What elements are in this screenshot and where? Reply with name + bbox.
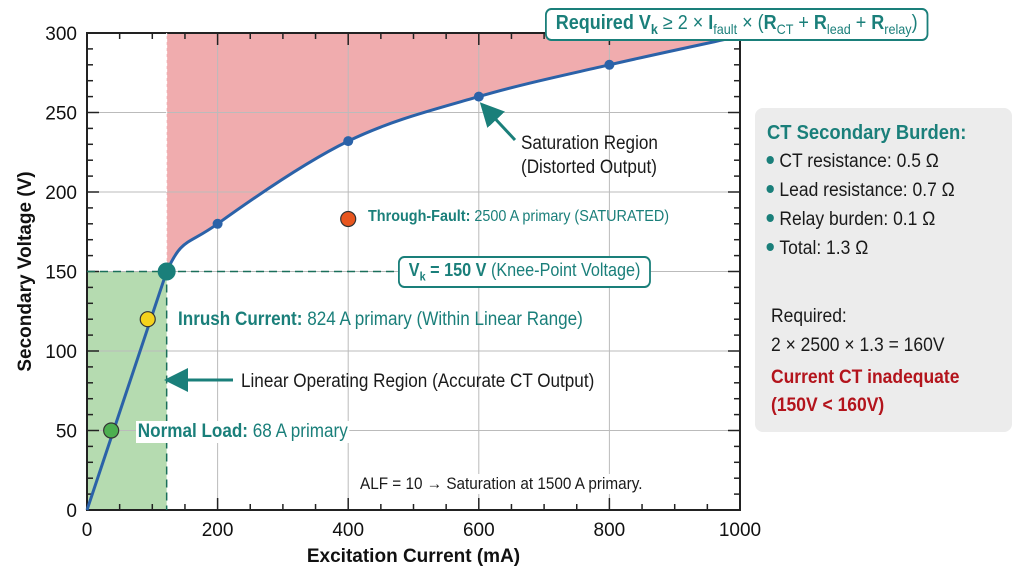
y-tick-label: 50 xyxy=(56,422,77,443)
y-tick-label: 200 xyxy=(45,183,77,204)
inrush-marker xyxy=(139,311,156,328)
y-tick-label: 0 xyxy=(66,501,77,522)
bullet-icon xyxy=(766,185,774,193)
x-tick-label: 0 xyxy=(82,520,93,541)
required-vk-formula: Required Vk ≥ 2 × Ifault × (RCT + Rlead … xyxy=(545,8,929,41)
required-label: Required: xyxy=(771,306,847,327)
y-tick-label: 250 xyxy=(45,104,77,125)
alf-note: ALF = 10 → Saturation at 1500 A primary. xyxy=(360,474,643,494)
y-tick-label: 150 xyxy=(45,263,77,284)
saturation-arrow-icon xyxy=(479,102,517,142)
burden-item: CT resistance: 0.5 Ω xyxy=(761,151,939,173)
curve-marker xyxy=(473,91,484,102)
x-tick-label: 600 xyxy=(463,520,495,541)
inrush-label: Inrush Current: 824 A primary (Within Li… xyxy=(178,309,583,330)
burden-item: Lead resistance: 0.7 Ω xyxy=(761,180,955,202)
bullet-icon xyxy=(766,243,774,251)
curve-marker xyxy=(604,59,615,70)
required-calc: 2 × 2500 × 1.3 = 160V xyxy=(771,335,945,356)
through-fault-marker xyxy=(340,210,357,228)
y-tick-label: 100 xyxy=(45,342,77,363)
burden-item: Total: 1.3 Ω xyxy=(761,238,868,260)
normal-load-marker xyxy=(103,422,120,439)
y-axis-label: Secondary Voltage (V) xyxy=(15,171,36,371)
linear-region-label: Linear Operating Region (Accurate CT Out… xyxy=(241,371,595,392)
saturation-region xyxy=(166,33,740,272)
normal-load-label: Normal Load: 68 A primary xyxy=(136,421,350,443)
verdict-line-1: Current CT inadequate xyxy=(771,367,960,388)
saturation-region-label: Saturation Region (Distorted Output) xyxy=(521,133,658,178)
x-tick-label: 1000 xyxy=(719,520,761,541)
verdict-line-2: (150V < 160V) xyxy=(771,395,885,416)
knee-point-label: Vk = 150 V (Knee-Point Voltage) xyxy=(398,256,652,288)
bullet-icon xyxy=(766,156,774,164)
x-tick-label: 800 xyxy=(594,520,626,541)
curve-marker xyxy=(343,136,354,147)
x-axis-label: Excitation Current (mA) xyxy=(307,546,520,567)
x-tick-label: 400 xyxy=(332,520,364,541)
burden-panel: CT Secondary Burden: CT resistance: 0.5 … xyxy=(755,108,1012,432)
knee-point-marker xyxy=(157,262,176,281)
panel-title: CT Secondary Burden: xyxy=(767,122,967,144)
x-tick-label: 200 xyxy=(202,520,234,541)
through-fault-label: Through-Fault: 2500 A primary (SATURATED… xyxy=(368,208,670,225)
bullet-icon xyxy=(766,214,774,222)
curve-marker xyxy=(212,218,223,229)
y-tick-label: 300 xyxy=(45,24,77,45)
burden-item: Relay burden: 0.1 Ω xyxy=(761,209,935,231)
